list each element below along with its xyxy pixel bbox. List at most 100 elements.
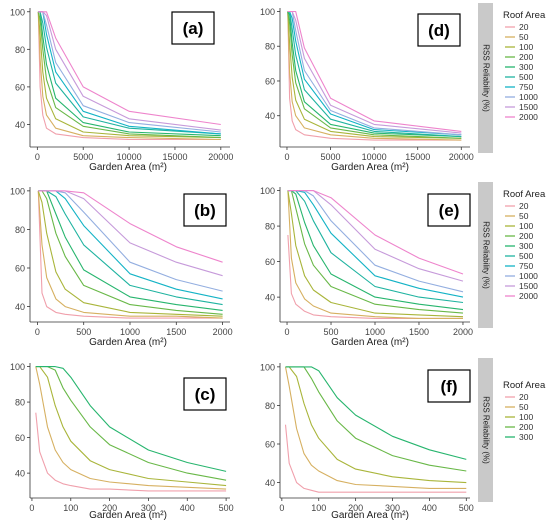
y-tick-label: 80 [265, 222, 275, 232]
x-tick-label: 300 [141, 503, 156, 513]
legend-title: Roof Area [503, 380, 546, 391]
legend-entry: 300 [519, 62, 533, 72]
series-line-roof-2000 [287, 10, 462, 132]
x-tick-label: 0 [284, 152, 289, 162]
legend-entry: 50 [519, 32, 529, 42]
series-line-roof-20 [284, 424, 467, 493]
reliability-strip [478, 182, 493, 328]
legend-entry: 200 [519, 52, 533, 62]
panel-label-box [427, 369, 471, 403]
series-line-roof-100 [287, 190, 464, 318]
x-tick-label: 20000 [208, 152, 233, 162]
legend-entry: 1000 [519, 271, 538, 281]
series-line-roof-50 [287, 11, 462, 141]
legend-title: Roof Area [503, 10, 546, 21]
x-tick-label: 0 [279, 503, 284, 513]
panel-label-box [183, 193, 227, 227]
y-tick-label: 100 [260, 7, 275, 17]
panel-label-box [427, 193, 471, 227]
legend-entry: 200 [519, 422, 533, 432]
series-line-roof-2000 [38, 190, 223, 263]
panel-label: (d) [428, 21, 450, 40]
x-tick-label: 500 [76, 327, 91, 337]
y-tick-label: 100 [10, 362, 25, 372]
panel-label: (b) [194, 201, 216, 220]
series-line-roof-100 [287, 11, 462, 139]
y-tick-label: 80 [265, 42, 275, 52]
legend-entry: 500 [519, 72, 533, 82]
y-tick-label: 100 [260, 362, 275, 372]
y-tick-label: 40 [15, 120, 25, 130]
chart-panel: 40 60 80 100 0 100 200 300 400 500 Garden Area (m²… [260, 362, 474, 521]
y-tick-label: 40 [265, 293, 275, 303]
legend-entry: 100 [519, 412, 533, 422]
x-tick-label: 0 [29, 503, 34, 513]
legend-entry: 300 [519, 241, 533, 251]
y-tick-label: 80 [15, 225, 25, 235]
x-tick-label: 200 [102, 503, 117, 513]
x-tick-label: 20000 [449, 152, 474, 162]
y-tick-label: 40 [265, 111, 275, 121]
y-tick-label: 100 [10, 7, 25, 17]
legend-entry: 200 [519, 231, 533, 241]
reliability-strip-label: RSS Reliability (%) [481, 396, 490, 464]
chart-panel: 40 60 80 100 0 5000 10000 15000 20000 Garden Area… [10, 7, 233, 173]
series-line-roof-20 [35, 412, 227, 492]
legend-entry: 1500 [519, 281, 538, 291]
series-line-roof-50 [287, 190, 463, 319]
series-line-roof-100 [37, 11, 221, 139]
x-tick-label: 500 [324, 327, 339, 337]
series-line-roof-50 [284, 366, 467, 489]
series-line-roof-200 [287, 11, 462, 139]
y-tick-label: 80 [265, 401, 275, 411]
x-tick-label: 15000 [405, 152, 430, 162]
legend-entry: 1000 [519, 92, 538, 102]
series-line-roof-20 [37, 190, 223, 319]
series-line-roof-100 [37, 190, 223, 317]
x-tick-label: 1500 [166, 327, 186, 337]
x-tick-label: 10000 [362, 152, 387, 162]
y-tick-label: 60 [265, 76, 275, 86]
legend-entry: 1500 [519, 102, 538, 112]
x-tick-label: 0 [35, 327, 40, 337]
x-tick-label: 15000 [162, 152, 187, 162]
y-tick-label: 60 [265, 257, 275, 267]
x-tick-label: 2000 [453, 327, 473, 337]
series-line-roof-500 [38, 11, 221, 135]
panel-label-box [171, 11, 215, 45]
series-line-roof-2000 [287, 190, 464, 275]
legend-entry: 2000 [519, 112, 538, 122]
y-tick-label: 40 [15, 302, 25, 312]
series-line-roof-500 [287, 10, 462, 138]
x-tick-label: 500 [459, 503, 474, 513]
series-line-roof-2000 [38, 11, 221, 126]
x-tick-label: 100 [311, 503, 326, 513]
series-line-roof-20 [37, 11, 221, 141]
x-axis-label: Garden Area (m²) [89, 337, 167, 348]
legend-entry: 50 [519, 211, 529, 221]
x-tick-label: 2000 [213, 327, 233, 337]
series-line-roof-50 [37, 190, 223, 319]
series-line-roof-300 [35, 366, 227, 472]
legend-entry: 500 [519, 251, 533, 261]
legend-entry: 2000 [519, 291, 538, 301]
series-line-roof-200 [38, 190, 223, 315]
y-tick-label: 100 [260, 186, 275, 196]
series-line-roof-100 [285, 366, 467, 484]
x-tick-label: 10000 [117, 152, 142, 162]
series-line-roof-100 [35, 366, 227, 487]
y-tick-label: 80 [15, 45, 25, 55]
legend-entry: 100 [519, 221, 533, 231]
x-tick-label: 400 [180, 503, 195, 513]
series-line-roof-20 [287, 234, 463, 319]
legend-entry: 750 [519, 82, 533, 92]
series-line-roof-300 [287, 190, 464, 311]
reliability-strip [478, 358, 493, 502]
y-tick-label: 60 [15, 433, 25, 443]
